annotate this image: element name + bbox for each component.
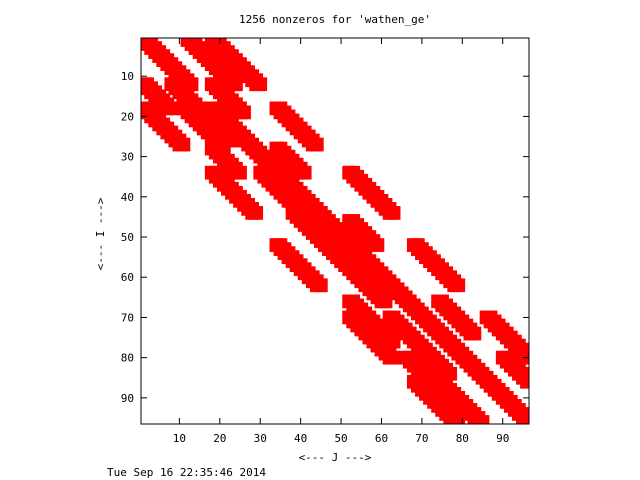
- nonzero-marker: [309, 137, 324, 152]
- nonzero-marker: [229, 77, 243, 92]
- nonzero-marker: [164, 101, 179, 116]
- nonzero-markers: [141, 38, 529, 424]
- chart-title: 1256 nonzeros for 'wathen_ge': [239, 13, 431, 26]
- x-tick-label: 60: [375, 432, 388, 445]
- x-tick-label: 80: [456, 432, 469, 445]
- plot-frame: [140, 37, 530, 425]
- y-tick-label: 90: [121, 392, 134, 405]
- y-tick-label: 20: [121, 110, 134, 123]
- y-tick-label: 30: [121, 151, 134, 164]
- nonzero-marker: [520, 415, 529, 424]
- y-tick-label: 80: [121, 352, 134, 365]
- axis-ticks: 10 20 30 40 50 60 70 80 90 10 20 30 40 50 60 70 80 90: [121, 38, 529, 445]
- nonzero-marker: [297, 165, 312, 180]
- nonzero-marker: [451, 278, 466, 293]
- nonzero-marker: [370, 238, 385, 252]
- y-axis-label: <--- I --->: [94, 197, 107, 270]
- x-axis-label: <--- J --->: [299, 451, 372, 464]
- timestamp: Tue Sep 16 22:35:46 2014: [107, 466, 266, 479]
- y-tick-label: 70: [121, 311, 134, 324]
- y-tick-label: 50: [121, 231, 134, 244]
- x-tick-label: 30: [254, 432, 267, 445]
- nonzero-marker: [253, 77, 268, 92]
- nonzero-marker: [386, 206, 401, 220]
- nonzero-marker: [176, 137, 191, 152]
- y-tick-label: 40: [121, 191, 134, 204]
- nonzero-marker: [233, 165, 247, 180]
- y-tick-label: 10: [121, 70, 134, 83]
- nonzero-marker: [378, 294, 393, 309]
- x-tick-label: 40: [294, 432, 307, 445]
- x-tick-label: 20: [213, 432, 226, 445]
- nonzero-marker: [467, 326, 482, 341]
- x-tick-label: 90: [496, 432, 509, 445]
- nonzero-marker: [451, 415, 466, 424]
- nonzero-marker: [249, 206, 264, 220]
- nonzero-marker: [386, 350, 401, 365]
- nonzero-marker: [313, 278, 328, 293]
- nonzero-marker: [237, 105, 251, 120]
- y-tick-label: 60: [121, 271, 134, 284]
- nonzero-marker: [520, 374, 529, 389]
- x-tick-label: 10: [173, 432, 186, 445]
- nonzero-marker: [475, 415, 490, 424]
- x-tick-label: 70: [415, 432, 428, 445]
- x-tick-label: 50: [334, 432, 347, 445]
